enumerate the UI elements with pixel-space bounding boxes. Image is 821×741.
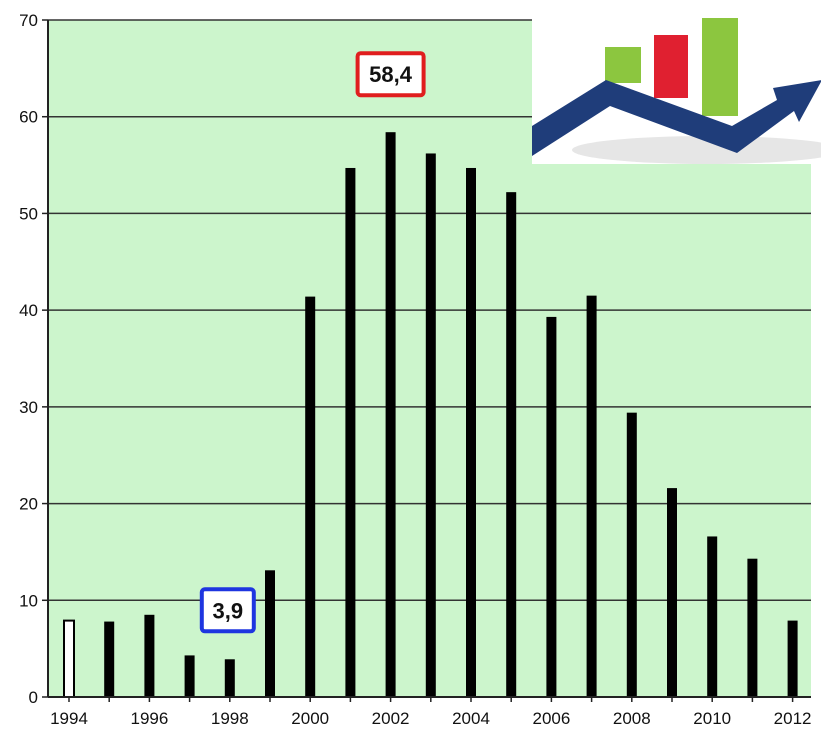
x-tick-label: 2000 bbox=[291, 709, 329, 728]
y-tick-labels: 0 10 20 30 40 50 60 70 bbox=[19, 11, 48, 707]
bar-2008 bbox=[626, 412, 637, 697]
bars bbox=[63, 132, 798, 698]
y-tick-label: 30 bbox=[19, 398, 38, 417]
y-tick-label: 10 bbox=[19, 591, 38, 610]
bar-2011 bbox=[747, 558, 758, 697]
y-tick-label: 70 bbox=[19, 11, 38, 30]
logo-bar-red bbox=[654, 35, 688, 98]
bar-1998 bbox=[224, 659, 235, 697]
bar-2003 bbox=[425, 153, 436, 698]
bar-1996 bbox=[144, 614, 155, 697]
x-tick-label: 2010 bbox=[693, 709, 731, 728]
x-tick-label: 1994 bbox=[50, 709, 88, 728]
bar-2012 bbox=[787, 620, 798, 697]
max-callout-box bbox=[355, 51, 426, 98]
x-tick-labels: 1994 1996 1998 2000 2002 2004 2006 2008 2010 2012 bbox=[50, 697, 812, 728]
y-tick-label: 60 bbox=[19, 108, 38, 127]
bar-2006 bbox=[546, 316, 557, 697]
bar-1997 bbox=[184, 655, 195, 697]
bar-2001 bbox=[345, 167, 356, 698]
x-tick-label: 1998 bbox=[211, 709, 249, 728]
callouts: 58,4 3,9 bbox=[199, 51, 426, 634]
growth-chart-logo-icon bbox=[532, 18, 821, 164]
bar-1994 bbox=[63, 619, 75, 698]
bar-2009 bbox=[667, 488, 677, 697]
bar-2000 bbox=[305, 296, 316, 697]
x-tick-label: 2004 bbox=[452, 709, 490, 728]
y-tick-label: 50 bbox=[19, 204, 38, 223]
bar-2004 bbox=[466, 167, 476, 698]
bar-2007 bbox=[586, 295, 597, 697]
x-tick-label: 2008 bbox=[613, 709, 651, 728]
x-tick-label: 2002 bbox=[372, 709, 410, 728]
logo-bar-green-tall bbox=[702, 18, 738, 116]
bar-2010 bbox=[707, 536, 718, 697]
logo-shadow bbox=[572, 136, 821, 164]
y-tick-label: 0 bbox=[29, 688, 38, 707]
logo-arrow bbox=[532, 80, 821, 156]
bar-2005 bbox=[506, 192, 517, 697]
max-callout-label: 58,4 bbox=[369, 62, 413, 87]
bar-1995 bbox=[104, 621, 115, 697]
min-callout-box bbox=[199, 587, 256, 634]
x-tick-label: 2012 bbox=[774, 709, 812, 728]
x-tick-label: 1996 bbox=[130, 709, 168, 728]
x-tick-label: 2006 bbox=[532, 709, 570, 728]
y-tick-label: 40 bbox=[19, 301, 38, 320]
min-callout-label: 3,9 bbox=[213, 598, 244, 623]
bar-2002 bbox=[385, 132, 396, 697]
bar-1999 bbox=[265, 570, 275, 697]
y-tick-label: 20 bbox=[19, 495, 38, 514]
logo-bar-green-small bbox=[605, 47, 641, 83]
